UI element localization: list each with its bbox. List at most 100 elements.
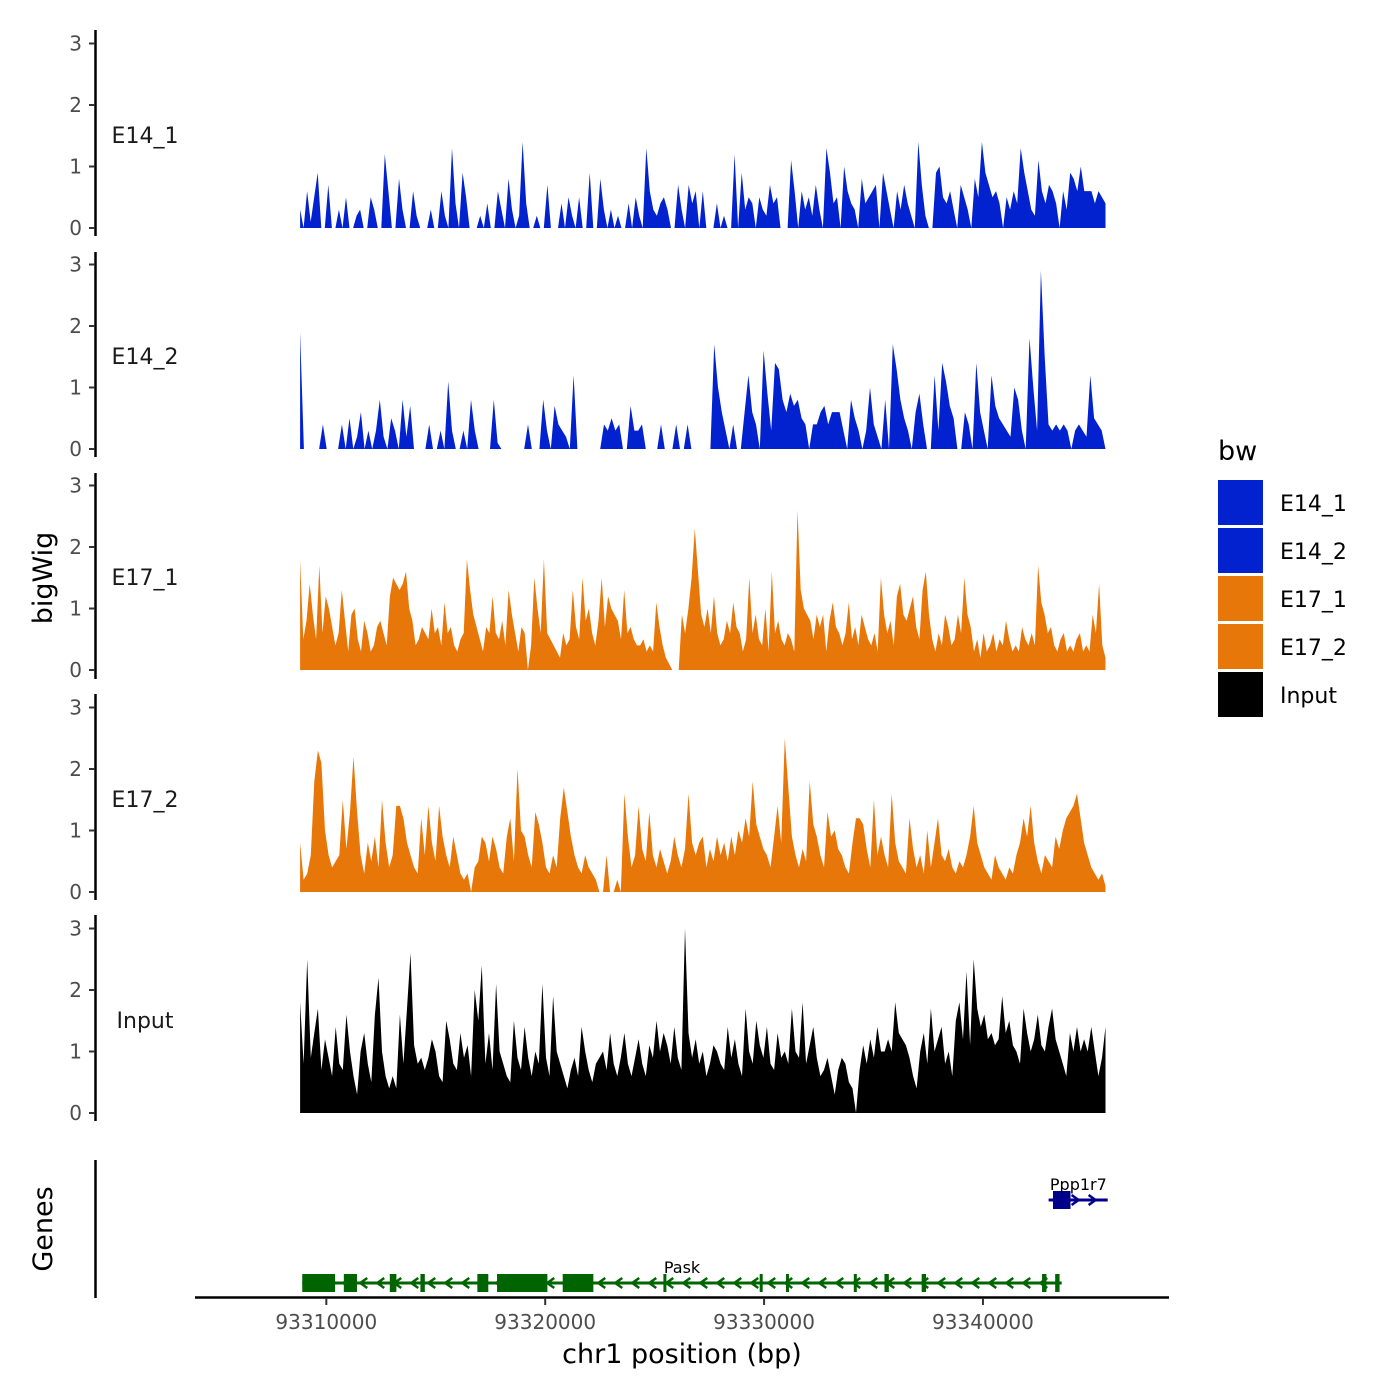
legend-swatch <box>1218 576 1263 621</box>
strand-arrow-icon <box>443 1276 453 1290</box>
strand-arrow-icon <box>375 1276 385 1290</box>
x-axis-title: chr1 position (bp) <box>562 1339 802 1370</box>
strand-arrow-icon <box>1087 1193 1098 1207</box>
exon <box>389 1274 397 1292</box>
legend-item: E17_2 <box>1218 624 1347 669</box>
strand-arrow-icon <box>834 1276 844 1290</box>
strand-arrow-icon <box>358 1276 368 1290</box>
strand-arrow-icon <box>715 1276 725 1290</box>
y-tick-label: 2 <box>69 535 82 559</box>
y-tick-label: 0 <box>69 658 82 682</box>
y-axis-title: bigWig <box>28 532 59 625</box>
legend-swatch <box>1218 672 1263 717</box>
track-label: E17_2 <box>112 788 179 813</box>
track-panel-e17-2: 0 1 2 3 E17_2 <box>69 694 1106 904</box>
y-tick-label: 1 <box>69 155 82 179</box>
x-tick-label: 93320000 <box>494 1310 596 1334</box>
strand-arrow-icon <box>987 1276 997 1290</box>
signal-tracks: 0 1 2 3 E14_1 0 1 2 3 E14_2 0 1 2 3 E17_1 0 1 2 3 E17_2 0 1 2 3… <box>69 30 1106 1125</box>
y-tick-label: 3 <box>69 917 82 941</box>
y-tick-label: 2 <box>69 314 82 338</box>
legend-label: Input <box>1280 684 1337 709</box>
gene-label: Pask <box>664 1258 701 1277</box>
exon <box>343 1274 357 1292</box>
y-tick-label: 0 <box>69 216 82 240</box>
track-panel-e14-2: 0 1 2 3 E14_2 <box>69 252 1106 461</box>
signal-area <box>300 738 1106 892</box>
legend-swatch <box>1218 528 1263 573</box>
legend-label: E14_1 <box>1280 492 1347 517</box>
y-tick-label: 0 <box>69 880 82 904</box>
track-panel-e17-1: 0 1 2 3 E17_1 <box>69 473 1106 682</box>
strand-arrow-icon <box>902 1276 912 1290</box>
y-tick-label: 3 <box>69 32 82 56</box>
exon <box>785 1274 789 1292</box>
strand-arrow-icon <box>953 1276 963 1290</box>
track-label: E14_1 <box>112 124 179 149</box>
track-panel-input: 0 1 2 3 Input <box>69 915 1106 1125</box>
strand-arrow-icon <box>1004 1276 1014 1290</box>
strand-arrow-icon <box>800 1276 810 1290</box>
gene-ppp1r7: Ppp1r7 <box>1048 1175 1108 1209</box>
exon <box>1052 1191 1071 1209</box>
strand-arrow-icon <box>630 1276 640 1290</box>
legend: bw E14_1 E14_2 E17_1 E17_2 Input <box>1218 436 1347 717</box>
strand-arrow-icon <box>868 1276 878 1290</box>
legend-swatch <box>1218 480 1263 525</box>
strand-arrow-icon <box>851 1276 861 1290</box>
strand-arrow-icon <box>783 1276 793 1290</box>
exon <box>477 1274 489 1292</box>
exon <box>853 1274 857 1292</box>
y-tick-label: 0 <box>69 437 82 461</box>
y-tick-label: 3 <box>69 696 82 720</box>
strand-arrow-icon <box>409 1276 419 1290</box>
signal-area <box>300 270 1106 449</box>
track-label: E17_1 <box>112 566 179 591</box>
strand-arrow-icon <box>732 1276 742 1290</box>
x-tick-label: 93330000 <box>713 1310 815 1334</box>
y-tick-label: 2 <box>69 978 82 1002</box>
genes-axis-title-text: Genes <box>28 1186 59 1271</box>
y-tick-label: 3 <box>69 253 82 277</box>
strand-arrow-icon <box>1021 1276 1031 1290</box>
y-tick-label: 2 <box>69 93 82 117</box>
track-label: Input <box>117 1009 174 1034</box>
signal-area <box>300 928 1106 1113</box>
strand-arrow-icon <box>596 1276 606 1290</box>
strand-arrow-icon <box>647 1276 657 1290</box>
y-tick-label: 1 <box>69 597 82 621</box>
exon <box>1042 1274 1047 1292</box>
signal-area <box>300 510 1106 670</box>
gene-label: Ppp1r7 <box>1050 1175 1107 1194</box>
exon <box>759 1274 763 1292</box>
genes-panel: Pask Ppp1r7 <box>94 1160 1108 1298</box>
legend-swatch <box>1218 624 1263 669</box>
x-axis: 93310000 93320000 93330000 93340000 <box>195 1296 1169 1334</box>
y-axis-title-text: bigWig <box>28 532 59 625</box>
strand-arrow-icon <box>613 1276 623 1290</box>
exon <box>497 1274 548 1292</box>
legend-label: E17_1 <box>1280 588 1347 613</box>
exon <box>420 1274 425 1292</box>
strand-arrow-icon <box>681 1276 691 1290</box>
strand-arrow-icon <box>426 1276 436 1290</box>
legend-item: E14_1 <box>1218 480 1347 525</box>
strand-arrow-icon <box>817 1276 827 1290</box>
strand-arrow-icon <box>766 1276 776 1290</box>
legend-title: bw <box>1218 436 1257 467</box>
signal-area <box>300 141 1106 228</box>
exon <box>302 1274 336 1292</box>
legend-item: E14_2 <box>1218 528 1347 573</box>
track-panel-e14-1: 0 1 2 3 E14_1 <box>69 30 1106 240</box>
legend-label: E17_2 <box>1280 636 1347 661</box>
exon <box>921 1274 927 1292</box>
y-tick-label: 0 <box>69 1101 82 1125</box>
x-tick-label: 93310000 <box>275 1310 377 1334</box>
exon <box>884 1274 889 1292</box>
strand-arrow-icon <box>1070 1193 1081 1207</box>
strand-arrow-icon <box>749 1276 759 1290</box>
x-tick-label: 93340000 <box>932 1310 1034 1334</box>
y-tick-label: 1 <box>69 819 82 843</box>
y-tick-label: 1 <box>69 376 82 400</box>
